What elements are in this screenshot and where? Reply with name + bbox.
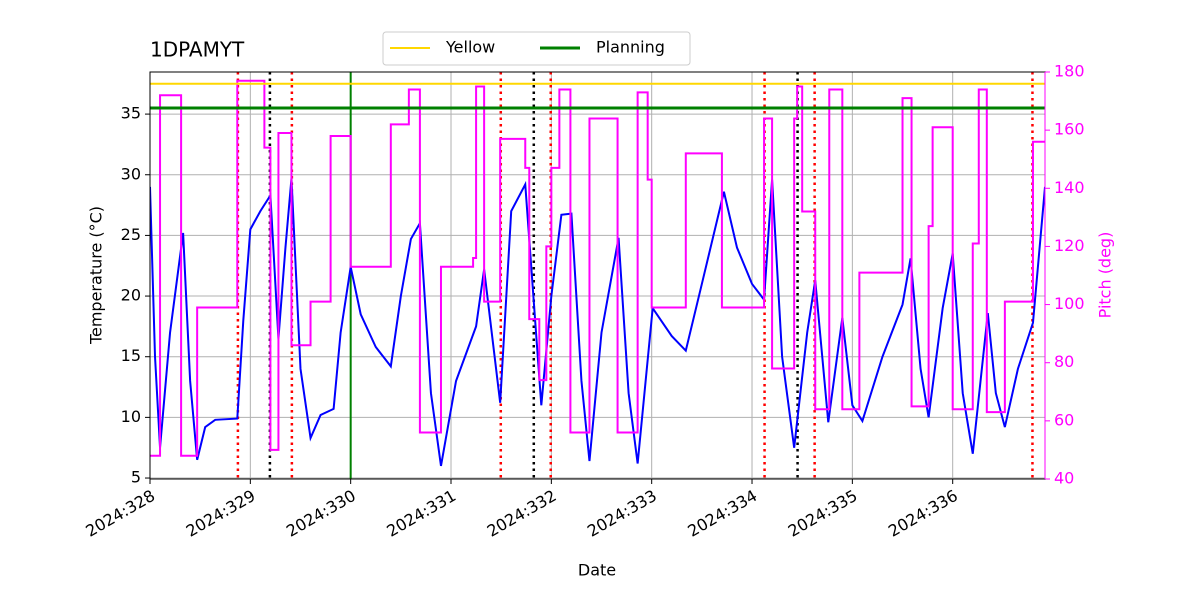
- chart-title: 1DPAMYT: [150, 38, 245, 62]
- x-tick-label: 2024:336: [885, 486, 961, 541]
- x-tick-label: 2024:331: [383, 486, 459, 541]
- data-line: [150, 79, 1045, 457]
- x-tick-label: 2024:328: [82, 486, 158, 541]
- x-tick-label: 2024:334: [684, 486, 760, 541]
- y2-tick-label: 180: [1054, 62, 1085, 81]
- legend-label: Yellow: [445, 38, 495, 57]
- y2-tick-label: 120: [1054, 236, 1085, 255]
- legend-box: [382, 31, 691, 66]
- x-tick-label: 2024:330: [283, 486, 359, 541]
- y-tick-label: 5: [131, 468, 141, 487]
- y-tick-label: 35: [121, 104, 141, 123]
- y-axis-label: Temperature (°C): [87, 206, 106, 345]
- y2-tick-label: 60: [1054, 410, 1074, 429]
- x-tick-label: 2024:335: [785, 486, 861, 541]
- x-tick-label: 2024:329: [183, 486, 259, 541]
- y-tick-label: 10: [121, 407, 141, 426]
- y2-tick-label: 160: [1054, 120, 1085, 139]
- y2-axis-label: Pitch (deg): [1096, 232, 1115, 319]
- y-tick-label: 20: [121, 286, 141, 305]
- y-tick-label: 15: [121, 346, 141, 365]
- x-tick-label: 2024:333: [584, 486, 660, 541]
- x-axis-label: Date: [578, 561, 616, 580]
- x-tick-label: 2024:332: [484, 486, 560, 541]
- legend-label: Planning: [596, 38, 665, 57]
- y-tick-label: 30: [121, 164, 141, 183]
- y2-tick-label: 100: [1054, 294, 1085, 313]
- y2-tick-label: 40: [1054, 469, 1074, 488]
- y2-tick-label: 140: [1054, 178, 1085, 197]
- y-tick-label: 25: [121, 225, 141, 244]
- y2-tick-label: 80: [1054, 352, 1074, 371]
